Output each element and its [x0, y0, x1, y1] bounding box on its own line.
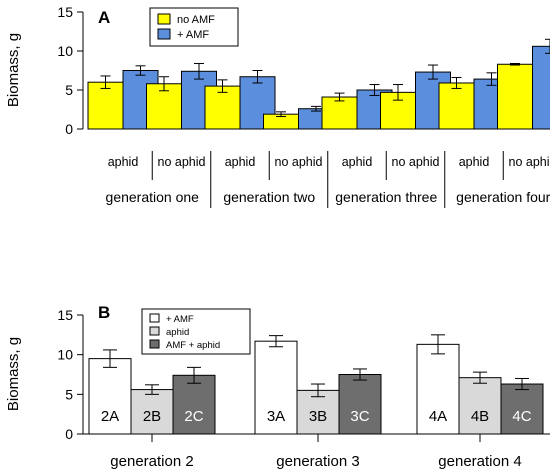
- bar-amf-aphid: [338, 374, 382, 435]
- bar-amf: [532, 45, 550, 130]
- x-category-label: no aphid: [392, 155, 440, 169]
- y-tick-label: 5: [65, 386, 73, 402]
- panel-b-legend: + AMF aphid AMF + aphid: [141, 308, 251, 355]
- panel-a-y-axis: 0 5 10 15: [57, 4, 84, 137]
- panel-a-chart: A Biomass, g 0 5 10 15 aphid no aphid aphid no…: [5, 4, 550, 208]
- y-tick-label: 0: [65, 426, 73, 442]
- bar-data-label: 3A: [267, 408, 285, 425]
- legend-label: no AMF: [177, 14, 215, 26]
- legend-swatch: [149, 326, 160, 336]
- bar-aphid: [458, 377, 502, 435]
- legend-label: aphid: [166, 327, 189, 338]
- x-group-label: generation four: [456, 189, 550, 205]
- panel-b-y-axis: 0 5 10 15: [57, 307, 84, 442]
- y-tick-label: 15: [57, 4, 73, 20]
- bar-no-amf: [146, 83, 182, 130]
- panel-a-x-axis: aphid no aphid aphid no aphid aphid no aphid a…: [106, 151, 550, 208]
- bar-amf: [416, 343, 460, 435]
- y-tick-label: 10: [57, 347, 73, 363]
- legend-swatch: [157, 13, 171, 25]
- bar-amf: [88, 358, 132, 435]
- panel-b-y-axis-label: Biomass, g: [5, 337, 22, 411]
- x-group-label: generation two: [223, 189, 315, 205]
- bar-amf: [254, 340, 298, 435]
- panel-a-bars: [87, 38, 550, 130]
- bar-data-label: 2C: [184, 408, 203, 425]
- bar-aphid: [296, 389, 340, 435]
- bar-data-label: 2B: [143, 408, 161, 425]
- x-group-label: generation one: [106, 189, 200, 205]
- legend-label: + AMF: [177, 29, 209, 41]
- panel-a-legend: no AMF + AMF: [149, 7, 239, 47]
- y-tick-label: 10: [57, 43, 73, 59]
- x-category-label: aphid: [225, 155, 256, 169]
- panel-a-label: A: [98, 8, 110, 27]
- bar-data-label: 3B: [309, 408, 327, 425]
- panel-b-x-axis: generation 2 generation 3 generation 4: [83, 433, 550, 470]
- legend-box: [141, 308, 251, 355]
- x-category-label: aphid: [342, 155, 373, 169]
- y-tick-label: 5: [65, 82, 73, 98]
- bar-no-amf: [87, 81, 124, 130]
- panel-a-y-axis-label: Biomass, g: [5, 33, 22, 107]
- legend-label: AMF + aphid: [166, 340, 220, 351]
- x-category-label: generation 4: [438, 453, 521, 470]
- x-group-label: generation three: [335, 189, 437, 205]
- bar-no-amf: [321, 96, 358, 130]
- legend-swatch: [157, 28, 171, 40]
- bar-data-label: 4C: [512, 408, 531, 425]
- bar-data-label: 2A: [101, 408, 119, 425]
- x-category-label: generation 2: [110, 453, 193, 470]
- bar-data-label: 3C: [350, 408, 369, 425]
- panel-b-bars: 2A 2B 2C 3A 3B 3C 4A 4B 4C: [88, 334, 544, 435]
- x-category-label: aphid: [459, 155, 490, 169]
- bar-no-amf: [497, 63, 533, 130]
- x-category-label: no aphid: [158, 155, 206, 169]
- y-tick-label: 0: [65, 121, 73, 137]
- bar-amf-aphid: [500, 383, 544, 435]
- y-tick-label: 15: [57, 307, 73, 323]
- bar-amf-aphid: [172, 374, 216, 435]
- panel-b-label: B: [98, 303, 110, 322]
- legend-swatch: [149, 313, 160, 323]
- legend-label: + AMF: [166, 314, 194, 325]
- x-category-label: no aphid: [509, 155, 550, 169]
- x-category-label: generation 3: [276, 453, 359, 470]
- panel-b-chart: B Biomass, g 0 5 10 15 2A 2B 2C 3A 3B 3C 4A 4B 4C g…: [5, 303, 550, 470]
- x-category-label: aphid: [108, 155, 139, 169]
- bar-aphid: [130, 389, 174, 435]
- bar-data-label: 4A: [429, 408, 447, 425]
- x-category-label: no aphid: [275, 155, 323, 169]
- bar-no-amf: [438, 82, 475, 130]
- bar-data-label: 4B: [471, 408, 489, 425]
- legend-swatch: [149, 339, 160, 349]
